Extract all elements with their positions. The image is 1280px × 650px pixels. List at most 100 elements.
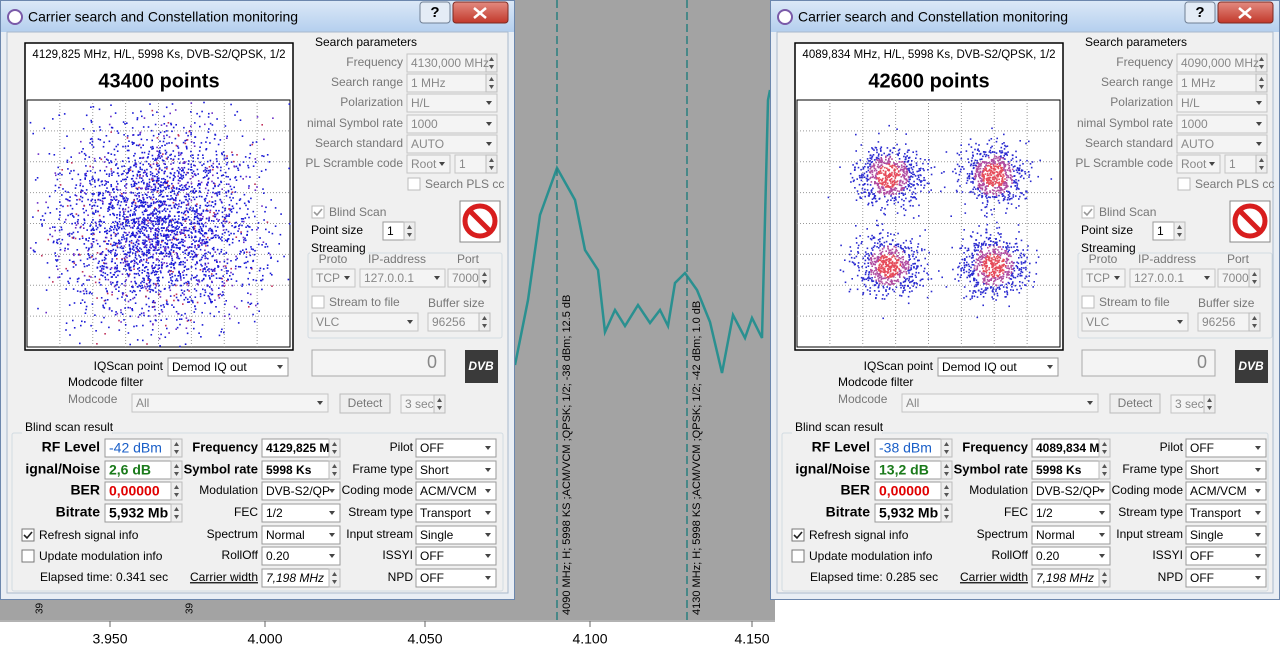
field-value[interactable]: 1000 xyxy=(411,117,438,131)
constellation-dot xyxy=(982,156,984,158)
constellation-dot xyxy=(985,156,987,158)
field-value[interactable]: 127.0.0.1 xyxy=(364,271,414,285)
field-value[interactable]: Root xyxy=(411,157,437,171)
field-value[interactable]: Short xyxy=(420,463,449,477)
app-icon xyxy=(778,10,792,24)
constellation-dot xyxy=(89,180,91,182)
constellation-dot xyxy=(920,181,922,183)
constellation-dot xyxy=(243,239,245,241)
constellation-dot xyxy=(228,190,230,192)
constellation-dot xyxy=(901,206,903,208)
field-value[interactable]: H/L xyxy=(411,96,430,110)
constellation-dot xyxy=(86,247,88,249)
field-value[interactable]: 5998 Ks xyxy=(266,463,312,477)
field-value[interactable]: OFF xyxy=(420,571,444,585)
checkbox[interactable] xyxy=(22,529,34,541)
constellation-dot xyxy=(256,141,258,143)
constellation-dot xyxy=(145,288,147,290)
constellation-dot xyxy=(882,178,884,180)
constellation-dot xyxy=(127,234,129,236)
field-value[interactable]: 0,00000 xyxy=(109,483,160,499)
constellation-dot xyxy=(99,157,101,159)
constellation-dot xyxy=(872,174,874,176)
x-tick-label: 4.000 xyxy=(247,631,282,647)
field-value[interactable]: OFF xyxy=(420,441,444,455)
constellation-dot xyxy=(900,258,902,260)
constellation-dot xyxy=(118,290,120,292)
field-value[interactable]: 4130,000 MHz xyxy=(411,56,489,70)
checkbox[interactable] xyxy=(408,178,420,190)
field-value[interactable]: 1/2 xyxy=(266,506,283,520)
field-value[interactable]: 96256 xyxy=(432,315,466,329)
constellation-dot xyxy=(140,111,142,113)
field-value[interactable]: 3 sec xyxy=(405,397,434,411)
constellation-dot xyxy=(132,248,134,250)
constellation-dot xyxy=(162,153,164,155)
field-value[interactable]: TCP xyxy=(316,271,340,285)
constellation-dot xyxy=(895,247,897,249)
constellation-dot xyxy=(45,202,47,204)
constellation-dot xyxy=(158,154,160,156)
field-value[interactable]: 2,6 dB xyxy=(109,462,151,478)
constellation-dot xyxy=(1001,150,1003,152)
field-value[interactable]: 1 xyxy=(387,224,394,238)
field-value[interactable]: 0.20 xyxy=(266,549,290,563)
field-value[interactable]: All xyxy=(136,396,149,410)
field-value[interactable]: 7000 xyxy=(452,271,479,285)
constellation-dot xyxy=(240,266,242,268)
field-value[interactable]: DVB-S2/QP xyxy=(266,484,330,498)
field-value[interactable]: OFF xyxy=(420,549,444,563)
constellation-dot xyxy=(146,343,148,345)
checkbox[interactable] xyxy=(312,296,324,308)
constellation-dot xyxy=(177,194,179,196)
constellation-dot xyxy=(134,195,136,197)
field-value[interactable]: Single xyxy=(420,528,454,542)
constellation-dot xyxy=(93,233,95,235)
field-value[interactable]: -42 dBm xyxy=(109,440,162,456)
constellation-dot xyxy=(258,310,260,312)
constellation-dot xyxy=(85,165,87,167)
constellation-dot xyxy=(218,311,220,313)
constellation-dot xyxy=(887,155,889,157)
constellation-dot xyxy=(257,116,259,118)
constellation-dot xyxy=(231,278,233,280)
field-value[interactable]: 7,198 MHz xyxy=(266,571,324,585)
constellation-dot xyxy=(76,224,78,226)
constellation-dot xyxy=(186,230,188,232)
constellation-dot xyxy=(917,178,919,180)
constellation-dot xyxy=(864,183,866,185)
field-value[interactable]: Demod IQ out xyxy=(172,360,247,374)
constellation-dot xyxy=(890,150,892,152)
constellation-dot xyxy=(986,197,988,199)
constellation-dot xyxy=(163,227,165,229)
constellation-dot xyxy=(184,234,186,236)
constellation-dot xyxy=(73,232,75,234)
constellation-dot xyxy=(65,219,67,221)
field-value[interactable]: VLC xyxy=(316,315,340,329)
constellation-dot xyxy=(217,265,219,267)
field-value[interactable]: 5,932 Mb xyxy=(109,505,168,521)
constellation-dot xyxy=(123,134,125,136)
field-label: nimal Symbol rate xyxy=(307,116,403,130)
constellation-dot xyxy=(127,263,129,265)
checkbox[interactable] xyxy=(22,550,34,562)
field-value[interactable]: 1 xyxy=(459,157,466,171)
field-value[interactable]: 4129,825 M xyxy=(266,441,329,455)
constellation-dot xyxy=(208,268,210,270)
constellation-dot xyxy=(210,123,212,125)
constellation-dot xyxy=(150,321,152,323)
spin-box xyxy=(329,569,340,587)
constellation-dot xyxy=(49,153,51,155)
constellation-dot xyxy=(902,285,904,287)
field-value[interactable]: 1 MHz xyxy=(411,76,446,90)
field-value[interactable]: ACM/VCM xyxy=(420,484,477,498)
constellation-dot xyxy=(901,176,903,178)
field-value[interactable]: AUTO xyxy=(411,137,444,151)
field-value[interactable]: Normal xyxy=(266,528,305,542)
constellation-dot xyxy=(196,248,198,250)
constellation-dot xyxy=(882,223,884,225)
constellation-dot xyxy=(889,173,891,175)
checkbox[interactable] xyxy=(312,206,324,218)
field-value[interactable]: Transport xyxy=(420,506,472,520)
constellation-dot xyxy=(90,120,92,122)
